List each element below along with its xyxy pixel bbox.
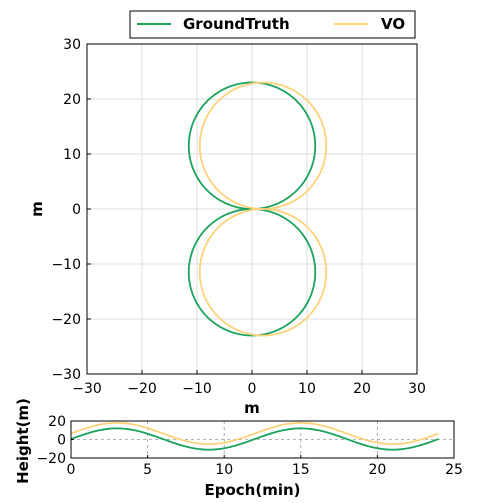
legend-label-vo: VO — [381, 15, 405, 33]
tick-label-x: 0 — [248, 381, 257, 397]
tick-label-y: 30 — [63, 37, 81, 53]
trajectory-x-axis-label: m — [244, 399, 260, 417]
tick-label-y: 0 — [72, 202, 81, 218]
height-series — [70, 421, 439, 451]
height-tick-label-y: 20 — [48, 414, 66, 430]
series-groundtruth-loop-2 — [187, 208, 317, 337]
legend-label-groundtruth: GroundTruth — [183, 15, 290, 33]
height-tick-label-x: 20 — [368, 462, 386, 478]
tick-label-y: −30 — [51, 367, 81, 383]
height-series-vo — [70, 421, 439, 446]
tick-label-y: −10 — [51, 257, 81, 273]
height-tick-label-x: 15 — [292, 462, 310, 478]
tick-label-x: 30 — [408, 381, 426, 397]
tick-label-x: 10 — [298, 381, 316, 397]
height-tick-label-x: 10 — [215, 462, 233, 478]
height-tick-label-y: 0 — [57, 433, 66, 449]
tick-label-x: −20 — [127, 381, 157, 397]
tick-label-y: 20 — [63, 92, 81, 108]
height-tick-label-y: −20 — [36, 451, 66, 467]
height-y-axis-label: Height(m) — [14, 398, 32, 484]
tick-label-x: −10 — [182, 381, 212, 397]
series-vo-loop-2 — [198, 208, 328, 337]
height-series-groundtruth — [70, 427, 439, 451]
height-grid — [71, 421, 454, 458]
trajectory-plot: −30 −20 −10 0 10 20 30 −30 −20 −10 0 10 20 30 m m — [28, 37, 426, 417]
trajectory-ticks: −30 −20 −10 0 10 20 30 −30 −20 −10 0 10 20 30 — [51, 37, 425, 397]
tick-label-y: 10 — [63, 147, 81, 163]
series-vo-loop-1 — [198, 81, 328, 210]
tick-label-x: −30 — [72, 381, 102, 397]
trajectory-series — [187, 81, 328, 337]
height-tick-label-x: 0 — [67, 462, 76, 478]
tick-label-x: 20 — [353, 381, 371, 397]
height-tick-label-x: 5 — [143, 462, 152, 478]
legend: GroundTruth VO — [129, 10, 416, 39]
trajectory-y-axis-label: m — [28, 201, 46, 217]
height-x-axis-label: Epoch(min) — [204, 481, 300, 499]
series-groundtruth-loop-1 — [187, 81, 317, 210]
height-tick-label-x: 25 — [445, 462, 463, 478]
tick-label-y: −20 — [51, 312, 81, 328]
